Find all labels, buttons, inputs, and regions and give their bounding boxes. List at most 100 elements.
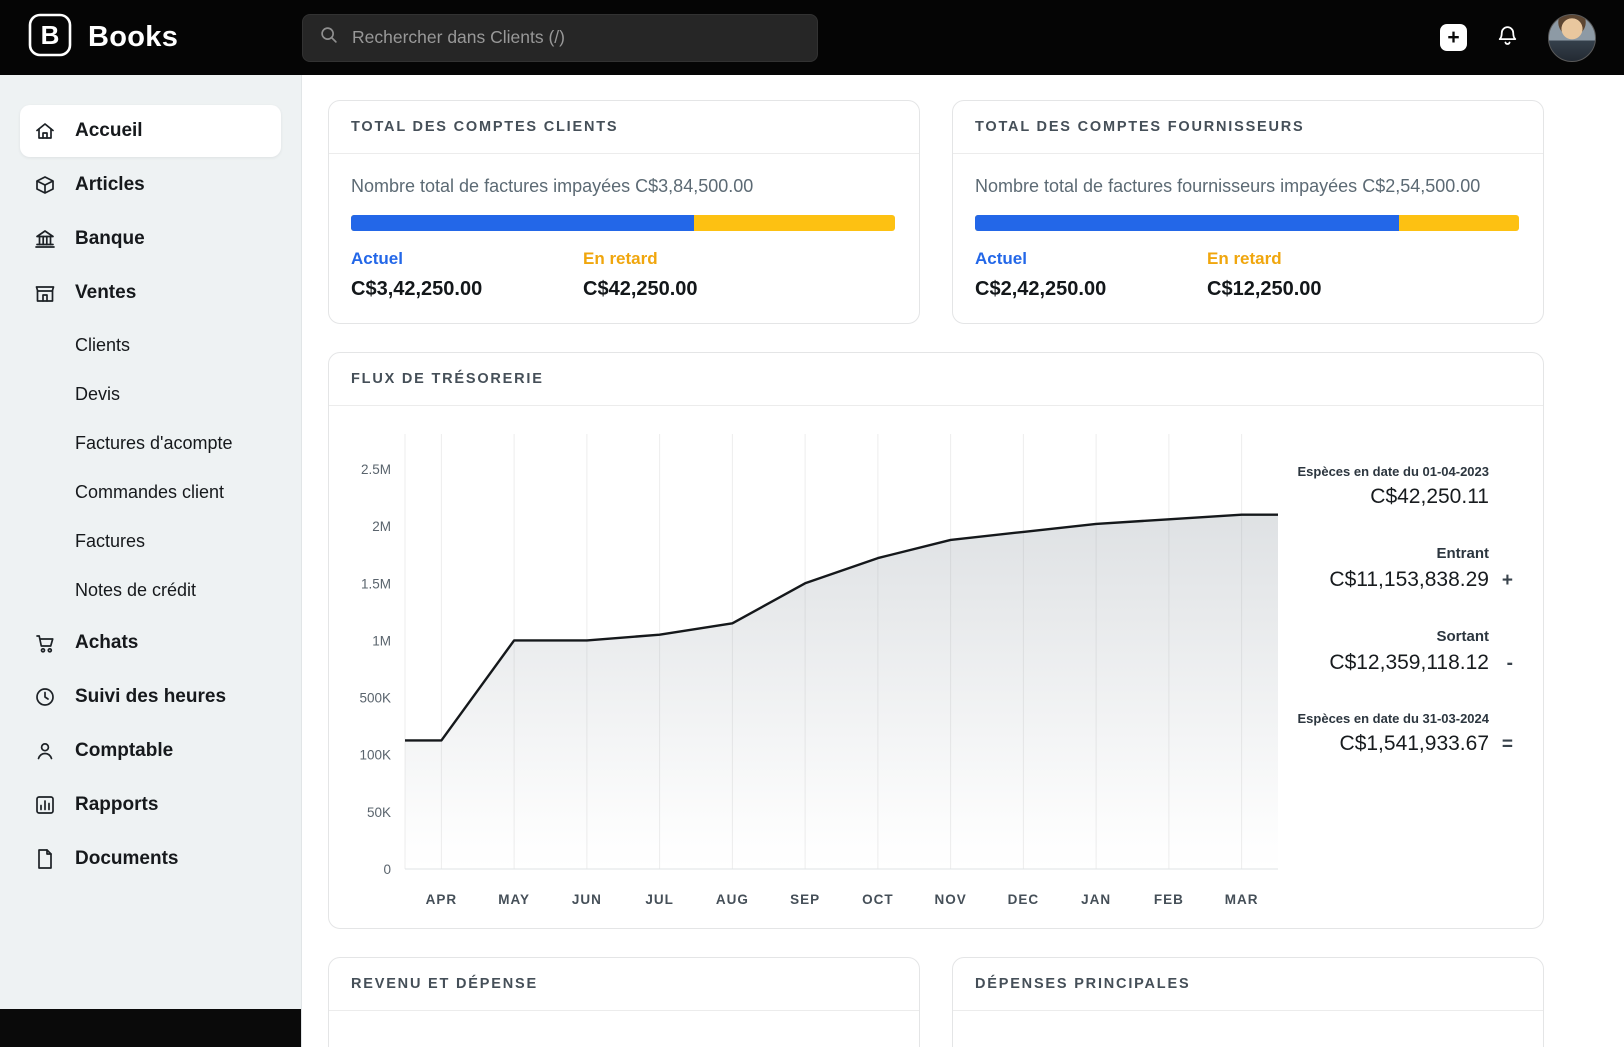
svg-text:NOV: NOV bbox=[934, 892, 966, 907]
stat-label: Sortant bbox=[1436, 628, 1490, 645]
sidebar-item-label: Factures bbox=[75, 531, 146, 551]
cashflow-card: FLUX DE TRÉSORERIE 0 50K 100K 500K 1M 1.5M 2M 2… bbox=[328, 352, 1544, 929]
quick-add-button[interactable]: + bbox=[1440, 24, 1467, 51]
sidebar-item-clients[interactable]: Clients bbox=[20, 321, 281, 370]
sidebar-item-documents[interactable]: Documents bbox=[20, 833, 281, 885]
sidebar-item-label: Commandes client bbox=[75, 482, 225, 502]
top-expenses-card-title: DÉPENSES PRINCIPALES bbox=[953, 958, 1543, 1011]
receivables-overdue-block: En retard C$42,250.00 bbox=[583, 249, 815, 301]
cashflow-chart: 0 50K 100K 500K 1M 1.5M 2M 2.5M APR MAY JUN JUL AUG S… bbox=[359, 434, 1278, 907]
svg-text:1M: 1M bbox=[372, 633, 391, 648]
sidebar-item-label: Factures d'acompte bbox=[75, 433, 233, 453]
svg-text:JAN: JAN bbox=[1081, 892, 1111, 907]
receivables-card-title: TOTAL DES COMPTES CLIENTS bbox=[329, 101, 919, 154]
top-expenses-card: DÉPENSES PRINCIPALES bbox=[952, 957, 1544, 1047]
svg-text:50K: 50K bbox=[367, 805, 391, 820]
sidebar-item-label: Clients bbox=[75, 335, 131, 355]
topbar-actions: + bbox=[1440, 13, 1596, 62]
receivables-current-value: C$3,42,250.00 bbox=[351, 278, 483, 300]
stat-value: C$42,250.11 bbox=[1370, 485, 1489, 508]
sidebar-footer bbox=[0, 1009, 301, 1047]
cashflow-card-body: 0 50K 100K 500K 1M 1.5M 2M 2.5M APR MAY JUN JUL AUG S… bbox=[329, 406, 1543, 928]
svg-text:SEP: SEP bbox=[790, 892, 820, 907]
receivables-card: TOTAL DES COMPTES CLIENTS Nombre total d… bbox=[328, 100, 920, 324]
receivables-progress-bar bbox=[351, 215, 895, 231]
sidebar-item-rapports[interactable]: Rapports bbox=[20, 779, 281, 831]
sidebar-item-label: Accueil bbox=[75, 120, 143, 141]
sidebar-item-label: Devis bbox=[75, 384, 121, 404]
cashflow-stat-opening: Espèces en date du 01-04-2023 C$42,250.1… bbox=[1283, 464, 1513, 509]
svg-text:100K: 100K bbox=[359, 748, 391, 763]
receivables-overdue-value: C$42,250.00 bbox=[583, 278, 698, 300]
sidebar-item-label: Notes de crédit bbox=[75, 580, 197, 600]
document-icon bbox=[33, 847, 57, 871]
bell-icon bbox=[1495, 23, 1520, 53]
receivables-current-label: Actuel bbox=[351, 249, 403, 268]
app-logo[interactable]: B Books bbox=[28, 13, 302, 62]
sidebar-item-commandes-client[interactable]: Commandes client bbox=[20, 468, 281, 517]
svg-text:DEC: DEC bbox=[1008, 892, 1040, 907]
receivables-progress-current bbox=[351, 215, 694, 231]
svg-text:1.5M: 1.5M bbox=[361, 576, 391, 591]
payables-current-block: Actuel C$2,42,250.00 bbox=[975, 249, 1207, 301]
receivables-card-body: Nombre total de factures impayées C$3,84… bbox=[329, 154, 919, 323]
receivables-current-block: Actuel C$3,42,250.00 bbox=[351, 249, 583, 301]
cashflow-stat-closing: Espèces en date du 31-03-2024 C$1,541,93… bbox=[1283, 711, 1514, 756]
books-logo-icon: B bbox=[28, 13, 72, 62]
stat-operator: + bbox=[1501, 570, 1513, 591]
payables-overdue-label: En retard bbox=[1207, 249, 1282, 268]
search-input[interactable] bbox=[352, 27, 802, 48]
sidebar-item-factures[interactable]: Factures bbox=[20, 517, 281, 566]
payables-current-value: C$2,42,250.00 bbox=[975, 278, 1107, 300]
payables-summary-amount: C$2,54,500.00 bbox=[1362, 176, 1481, 196]
sidebar-item-label: Documents bbox=[75, 848, 179, 869]
payables-amounts: Actuel C$2,42,250.00 En retard C$12,250.… bbox=[975, 249, 1521, 301]
sidebar-item-suivi-des-heures[interactable]: Suivi des heures bbox=[20, 671, 281, 723]
cashflow-card-title: FLUX DE TRÉSORERIE bbox=[329, 353, 1543, 406]
stat-operator: - bbox=[1506, 653, 1513, 674]
clock-icon bbox=[33, 685, 57, 709]
sidebar-item-factures-acompte[interactable]: Factures d'acompte bbox=[20, 419, 281, 468]
sidebar-item-comptable[interactable]: Comptable bbox=[20, 725, 281, 777]
cashflow-stat-incoming: Entrant C$11,153,838.29 + bbox=[1283, 545, 1513, 592]
payables-card-title: TOTAL DES COMPTES FOURNISSEURS bbox=[953, 101, 1543, 154]
svg-text:B: B bbox=[41, 20, 60, 50]
topbar: B Books + bbox=[0, 0, 1624, 75]
sidebar-item-achats[interactable]: Achats bbox=[20, 617, 281, 669]
sidebar-item-label: Articles bbox=[75, 174, 145, 195]
sidebar-item-notes-credit[interactable]: Notes de crédit bbox=[20, 566, 281, 615]
payables-summary-text: Nombre total de factures fournisseurs im… bbox=[975, 176, 1358, 196]
notifications-button[interactable] bbox=[1495, 23, 1520, 53]
search-icon bbox=[318, 24, 340, 51]
cashflow-chart-area: 0 50K 100K 500K 1M 1.5M 2M 2.5M APR MAY JUN JUL AUG S… bbox=[333, 414, 1283, 924]
sidebar-item-ventes[interactable]: Ventes bbox=[20, 267, 281, 319]
svg-text:MAR: MAR bbox=[1225, 892, 1259, 907]
payables-overdue-block: En retard C$12,250.00 bbox=[1207, 249, 1439, 301]
user-avatar[interactable] bbox=[1548, 13, 1596, 62]
payables-card-body: Nombre total de factures fournisseurs im… bbox=[953, 154, 1543, 323]
sidebar: Accueil Articles Banque bbox=[0, 75, 302, 1047]
sidebar-item-articles[interactable]: Articles bbox=[20, 159, 281, 211]
storefront-icon bbox=[33, 281, 57, 305]
svg-text:2M: 2M bbox=[372, 519, 391, 534]
svg-text:2.5M: 2.5M bbox=[361, 462, 391, 477]
sidebar-item-devis[interactable]: Devis bbox=[20, 370, 281, 419]
svg-text:JUL: JUL bbox=[645, 892, 674, 907]
bank-icon bbox=[33, 227, 57, 251]
global-search[interactable] bbox=[302, 13, 818, 62]
home-icon bbox=[33, 119, 57, 143]
stat-label: Espèces en date du 31-03-2024 bbox=[1297, 711, 1490, 726]
cashflow-stat-outgoing: Sortant C$12,359,118.12 - bbox=[1283, 628, 1513, 675]
cashflow-stats: Espèces en date du 01-04-2023 C$42,250.1… bbox=[1283, 464, 1514, 924]
sidebar-item-label: Ventes bbox=[75, 282, 137, 303]
receivables-overdue-label: En retard bbox=[583, 249, 658, 268]
bottom-cards-row: REVENU ET DÉPENSE DÉPENSES PRINCIPALES bbox=[328, 957, 1544, 1047]
bar-chart-icon bbox=[33, 793, 57, 817]
svg-text:500K: 500K bbox=[359, 691, 391, 706]
sidebar-item-banque[interactable]: Banque bbox=[20, 213, 281, 265]
stat-label: Entrant bbox=[1436, 545, 1490, 562]
payables-progress-bar bbox=[975, 215, 1519, 231]
svg-text:OCT: OCT bbox=[862, 892, 894, 907]
sidebar-item-accueil[interactable]: Accueil bbox=[20, 105, 281, 157]
sidebar-item-label: Rapports bbox=[75, 794, 159, 815]
